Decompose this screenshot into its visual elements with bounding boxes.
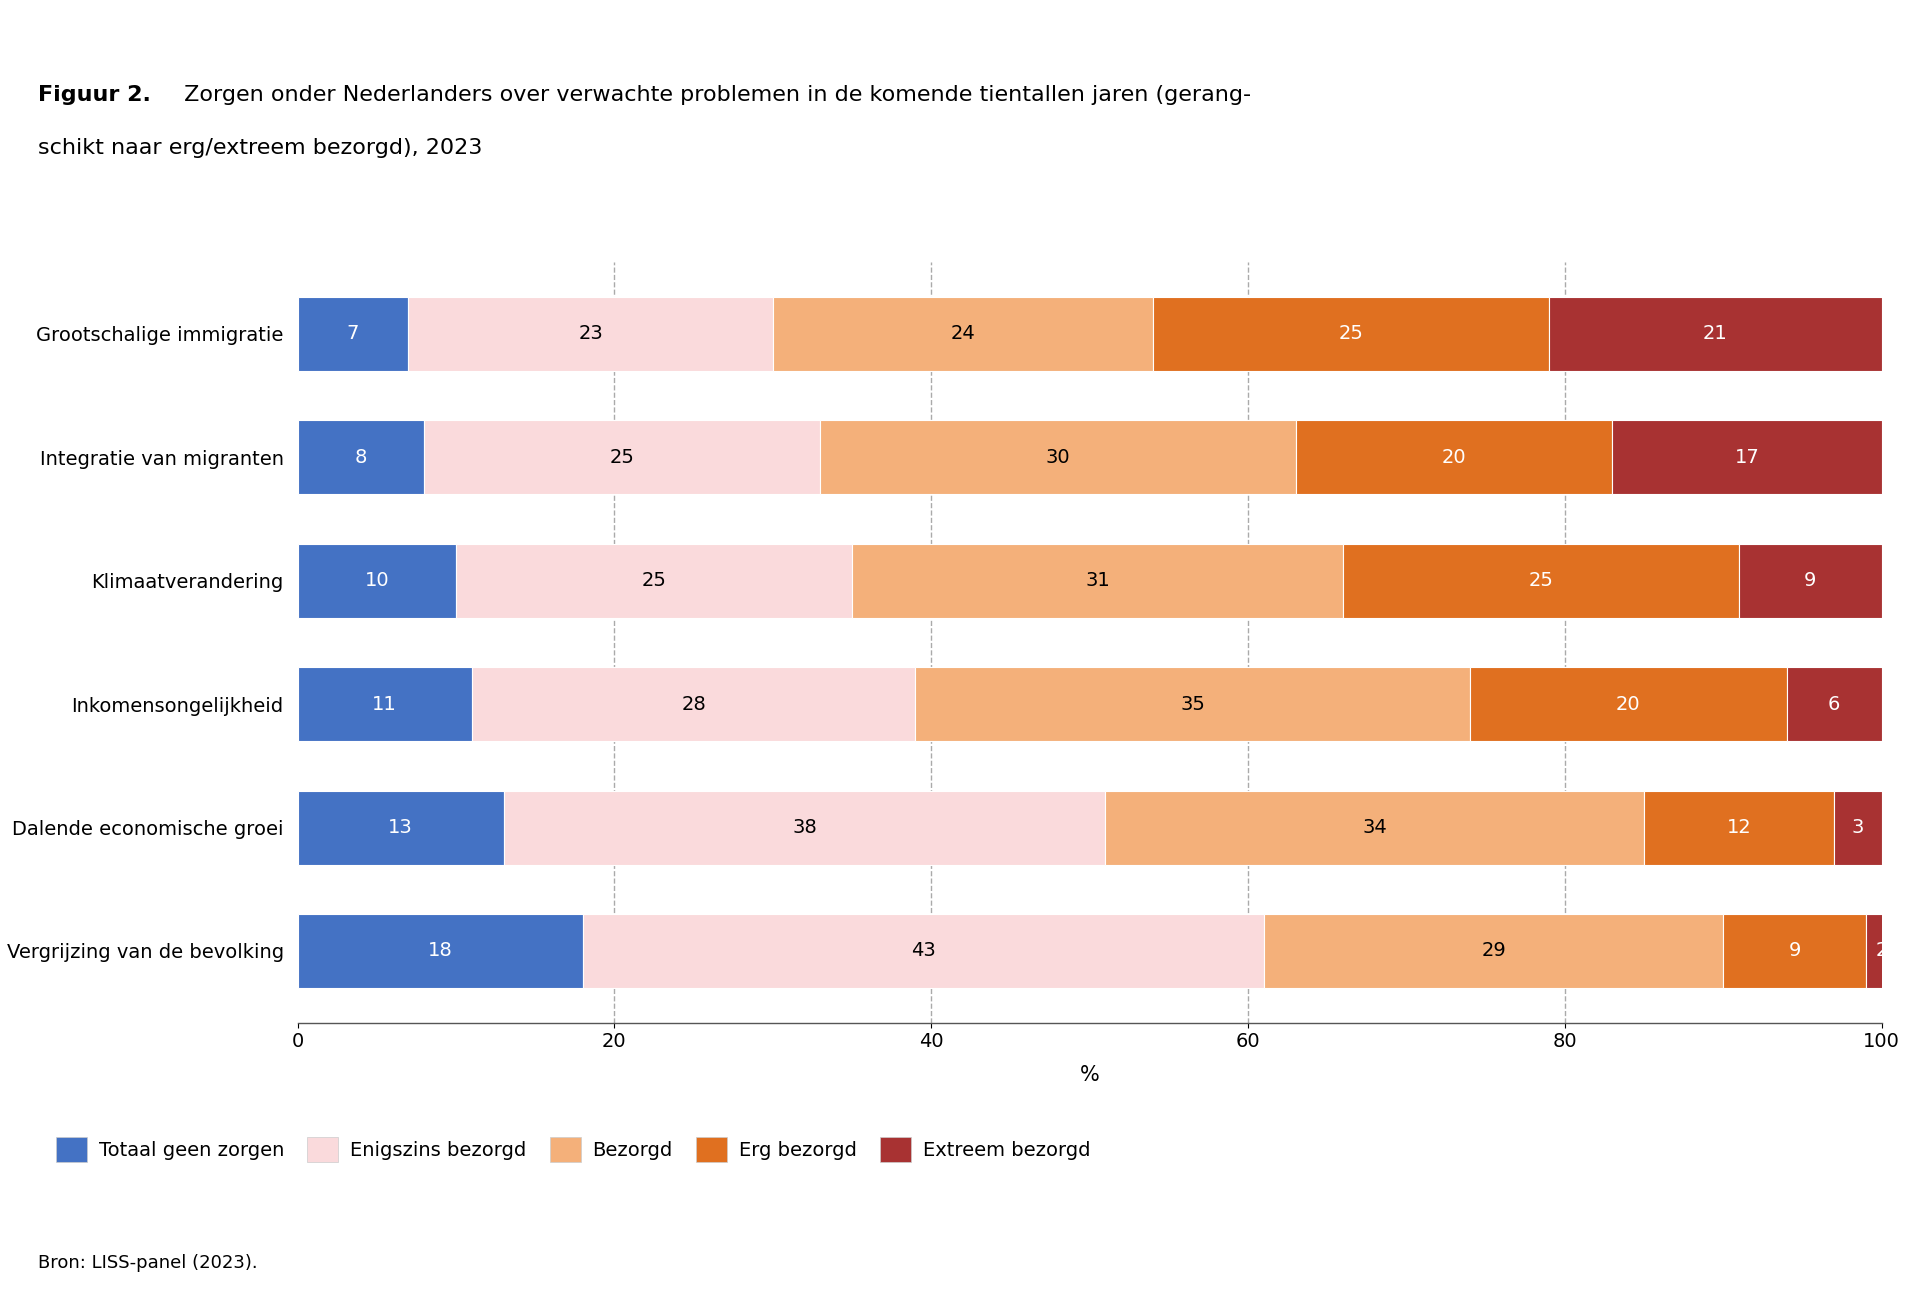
- Bar: [1296, 421, 1613, 494]
- Bar: [409, 296, 772, 371]
- Bar: [503, 791, 1106, 864]
- Text: 8: 8: [355, 448, 367, 467]
- Text: 9: 9: [1805, 572, 1816, 590]
- Bar: [298, 791, 503, 864]
- Text: 31: 31: [1085, 572, 1110, 590]
- Text: 25: 25: [641, 572, 666, 590]
- Bar: [1786, 667, 1882, 741]
- Bar: [298, 914, 584, 988]
- Text: 20: 20: [1617, 695, 1640, 713]
- Bar: [1549, 296, 1882, 371]
- Text: Zorgen onder Nederlanders over verwachte problemen in de komende tientallen jare: Zorgen onder Nederlanders over verwachte…: [177, 85, 1250, 105]
- Text: 7: 7: [348, 324, 359, 343]
- Bar: [916, 667, 1471, 741]
- Bar: [1106, 791, 1644, 864]
- Bar: [1740, 544, 1882, 617]
- Text: 35: 35: [1181, 695, 1206, 713]
- Bar: [1644, 791, 1834, 864]
- Text: 12: 12: [1726, 818, 1751, 836]
- Bar: [852, 544, 1344, 617]
- Text: Figuur 2.: Figuur 2.: [38, 85, 152, 105]
- Bar: [1613, 421, 1882, 494]
- Text: 17: 17: [1734, 448, 1759, 467]
- Bar: [820, 421, 1296, 494]
- Bar: [298, 667, 472, 741]
- Text: 25: 25: [1528, 572, 1553, 590]
- Text: 29: 29: [1480, 941, 1505, 961]
- Bar: [424, 421, 820, 494]
- Bar: [472, 667, 916, 741]
- Text: 28: 28: [682, 695, 707, 713]
- Text: 9: 9: [1788, 941, 1801, 961]
- Bar: [298, 296, 409, 371]
- Text: 2: 2: [1876, 941, 1887, 961]
- Bar: [1344, 544, 1740, 617]
- Text: 21: 21: [1703, 324, 1728, 343]
- Bar: [298, 421, 424, 494]
- Text: 6: 6: [1828, 695, 1839, 713]
- Bar: [584, 914, 1263, 988]
- Bar: [1471, 667, 1788, 741]
- Bar: [1834, 791, 1882, 864]
- Bar: [298, 544, 457, 617]
- Bar: [772, 296, 1152, 371]
- Text: 24: 24: [950, 324, 975, 343]
- Text: 13: 13: [388, 818, 413, 836]
- Text: 34: 34: [1363, 818, 1386, 836]
- Text: 18: 18: [428, 941, 453, 961]
- Legend: Totaal geen zorgen, Enigszins bezorgd, Bezorgd, Erg bezorgd, Extreem bezorgd: Totaal geen zorgen, Enigszins bezorgd, B…: [48, 1130, 1098, 1171]
- Text: Bron: LISS-panel (2023).: Bron: LISS-panel (2023).: [38, 1253, 257, 1272]
- Text: 3: 3: [1851, 818, 1864, 836]
- Bar: [1152, 296, 1549, 371]
- Text: 23: 23: [578, 324, 603, 343]
- Text: 30: 30: [1046, 448, 1069, 467]
- Text: 10: 10: [365, 572, 390, 590]
- Text: 25: 25: [1338, 324, 1363, 343]
- X-axis label: %: %: [1079, 1066, 1100, 1086]
- Bar: [1263, 914, 1724, 988]
- Text: 20: 20: [1442, 448, 1467, 467]
- Text: 38: 38: [793, 818, 816, 836]
- Bar: [1722, 914, 1866, 988]
- Bar: [1866, 914, 1897, 988]
- Text: 43: 43: [910, 941, 935, 961]
- Text: 25: 25: [611, 448, 636, 467]
- Text: schikt naar erg/extreem bezorgd), 2023: schikt naar erg/extreem bezorgd), 2023: [38, 138, 482, 157]
- Bar: [457, 544, 852, 617]
- Text: 11: 11: [372, 695, 397, 713]
